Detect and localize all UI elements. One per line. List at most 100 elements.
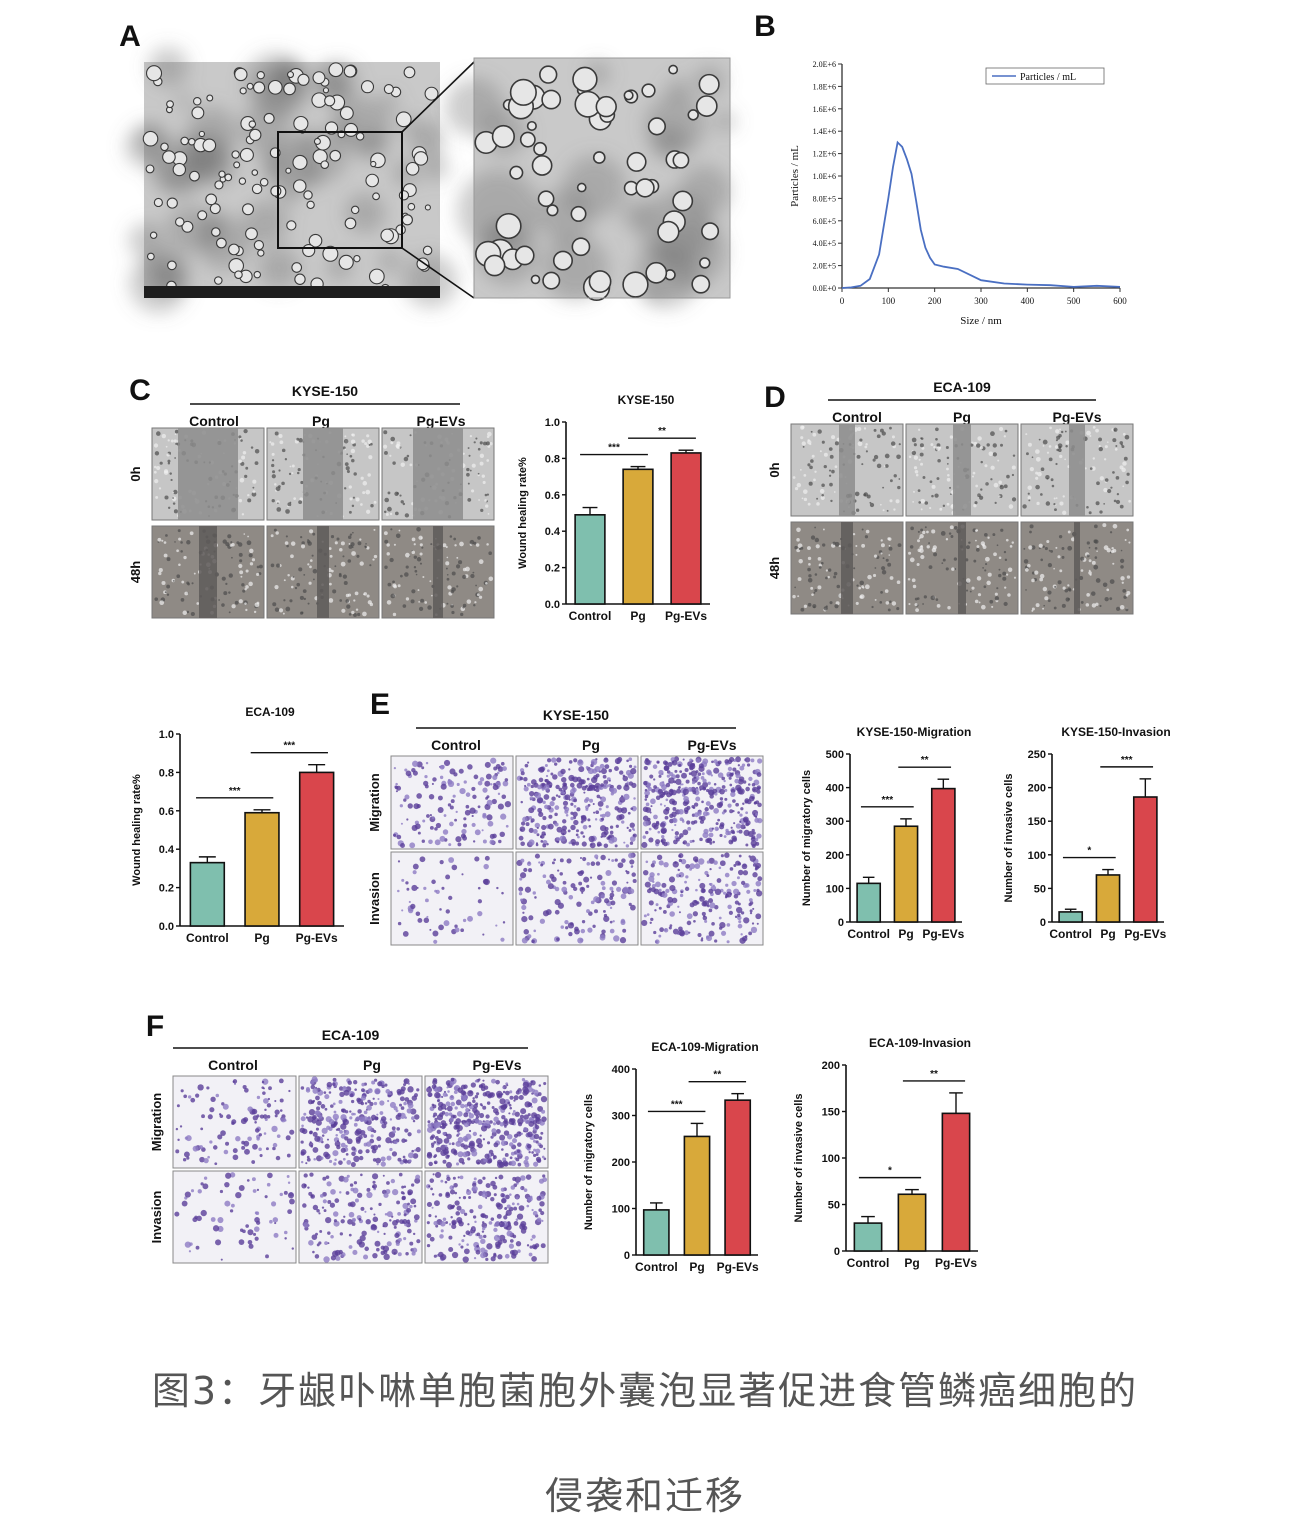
panel-d-grid-cell bbox=[857, 426, 862, 432]
panel-f-grid-stained-cell bbox=[521, 1077, 526, 1082]
panel-f-grid-stained-cell bbox=[263, 1098, 269, 1104]
panel-e-grid-stained-cell bbox=[428, 839, 433, 845]
panel-d-grid-cell bbox=[998, 556, 1002, 560]
panel-c-grid-cell bbox=[247, 498, 252, 503]
panel-e-grid-stained-cell bbox=[708, 908, 713, 913]
panel-e-grid-stained-cell bbox=[529, 796, 534, 800]
panel-c-grid-image-0-2 bbox=[381, 427, 495, 521]
panel-c-grid-cell bbox=[311, 554, 314, 557]
panel-f-grid-stained-cell bbox=[349, 1116, 353, 1120]
panel-d-grid-cell bbox=[882, 509, 885, 512]
panel-c-grid-cell bbox=[239, 559, 243, 563]
panel-d-grid-cell bbox=[1062, 510, 1067, 515]
panel-d-grid-cell bbox=[889, 499, 893, 503]
panel-c-grid-cell bbox=[241, 455, 246, 460]
panel-e-grid-stained-cell bbox=[619, 770, 624, 775]
panel-letter-d: D bbox=[764, 381, 786, 414]
panel-e-grid-stained-cell bbox=[653, 930, 657, 935]
panel-d-grid-cell bbox=[865, 529, 870, 534]
panel-c-grid-cell bbox=[253, 610, 257, 614]
panel-e-grid-stained-cell bbox=[556, 837, 561, 841]
panel-f-grid-image-1-1 bbox=[298, 1170, 423, 1264]
panel-c-grid-cell bbox=[409, 463, 413, 467]
panel-d-grid-cell bbox=[880, 543, 885, 548]
panel-c-grid-cell bbox=[290, 541, 296, 546]
nta-x-tick-label: 200 bbox=[928, 296, 942, 306]
panel-f-grid-stained-cell bbox=[332, 1102, 336, 1106]
panel-c-grid-cell bbox=[345, 599, 350, 603]
panel-f-grid-stained-cell bbox=[324, 1241, 328, 1246]
panel-f-grid-stained-cell bbox=[316, 1118, 320, 1122]
panel-c-grid-cell bbox=[446, 573, 449, 576]
panel-c-grid-cell bbox=[275, 486, 281, 492]
panel-d-grid-cell bbox=[907, 577, 911, 581]
panel-d-grid-cell bbox=[881, 566, 886, 571]
panel-c-grid-cell bbox=[254, 448, 260, 454]
panel-e-grid-stained-cell bbox=[505, 824, 509, 828]
panel-e-grid-stained-cell bbox=[723, 835, 727, 838]
panel-c-grid-cell bbox=[292, 576, 295, 578]
panel-d-grid-cell bbox=[898, 478, 901, 480]
panel-d-grid-cell bbox=[1112, 438, 1117, 443]
tem-overview-vesicle bbox=[343, 64, 357, 78]
panel-e-grid-stained-cell bbox=[521, 821, 526, 826]
chart-e-invasion-y-tick-label: 0 bbox=[1040, 917, 1046, 929]
panel-e-grid-stained-cell bbox=[597, 800, 604, 807]
panel-e-grid-stained-cell bbox=[404, 794, 410, 800]
panel-d-grid-cell bbox=[984, 569, 987, 572]
panel-e-grid-stained-cell bbox=[693, 776, 697, 779]
panel-f-grid-image-0-1 bbox=[298, 1075, 423, 1169]
panel-c-grid-cell bbox=[187, 582, 190, 586]
panel-e-grid-stained-cell bbox=[559, 872, 563, 876]
panel-c-grid-cell bbox=[392, 461, 396, 465]
panel-c-grid-cell bbox=[166, 557, 171, 562]
panel-e-grid-stained-cell bbox=[628, 757, 633, 762]
panel-f-grid-stained-cell bbox=[381, 1084, 385, 1089]
panel-e-grid-stained-cell bbox=[717, 760, 722, 765]
panel-e-grid-stained-cell bbox=[474, 829, 481, 836]
panel-f-grid-stained-cell bbox=[489, 1092, 495, 1098]
panel-d-grid-cell bbox=[1128, 541, 1131, 544]
panel-c-grid-cell bbox=[357, 612, 361, 617]
panel-f-grid-stained-cell bbox=[477, 1204, 483, 1210]
panel-f-grid-stained-cell bbox=[300, 1086, 305, 1090]
panel-d-grid-cell bbox=[1120, 576, 1125, 581]
panel-f-grid-stained-cell bbox=[376, 1113, 379, 1116]
panel-e-grid-stained-cell bbox=[450, 799, 455, 804]
panel-f-grid-stained-cell bbox=[391, 1151, 398, 1157]
panel-c-grid-cell bbox=[330, 569, 334, 573]
panel-f-grid-stained-cell bbox=[360, 1173, 363, 1177]
panel-f-grid-stained-cell bbox=[350, 1187, 355, 1192]
panel-e-grid-stained-cell bbox=[602, 774, 607, 779]
panel-e-grid-stained-cell bbox=[630, 768, 637, 775]
panel-e-grid-stained-cell bbox=[463, 780, 467, 784]
panel-e-grid-stained-cell bbox=[423, 780, 429, 787]
tem-zoom-vesicle bbox=[668, 64, 679, 75]
panel-f-header-group-label: Pg bbox=[363, 1057, 381, 1073]
panel-e-grid-stained-cell bbox=[672, 861, 679, 868]
panel-d-grid-cell bbox=[1119, 604, 1125, 610]
panel-f-grid-stained-cell bbox=[434, 1086, 441, 1093]
tem-overview-vesicle bbox=[181, 220, 194, 233]
panel-f-grid-stained-cell bbox=[439, 1234, 444, 1239]
panel-d-grid-cell bbox=[978, 601, 981, 604]
panel-c-grid-cell bbox=[386, 552, 390, 556]
panel-e-grid-stained-cell bbox=[620, 795, 624, 798]
panel-f-grid-stained-cell bbox=[480, 1213, 485, 1218]
tem-overview-vesicle bbox=[234, 270, 243, 279]
panel-c-grid-cell bbox=[154, 451, 160, 456]
panel-c-grid-cell bbox=[308, 581, 312, 585]
panel-d-grid-cell bbox=[1004, 586, 1007, 589]
chart-e-invasion-y-tick-label: 150 bbox=[1028, 816, 1046, 828]
panel-f-grid-stained-cell bbox=[357, 1109, 362, 1114]
panel-d-grid-cell bbox=[898, 443, 901, 446]
panel-d-grid-cell bbox=[912, 500, 915, 503]
panel-f-grid-stained-cell bbox=[335, 1255, 341, 1261]
panel-e-grid-stained-cell bbox=[439, 908, 442, 911]
panel-f-grid-stained-cell bbox=[541, 1155, 545, 1159]
nta-y-tick-label: 6.0E+5 bbox=[813, 217, 836, 226]
panel-e-grid-stained-cell bbox=[699, 837, 703, 842]
panel-f-grid-stained-cell bbox=[332, 1113, 339, 1120]
panel-f-grid-stained-cell bbox=[436, 1129, 442, 1135]
panel-f-grid-stained-cell bbox=[323, 1256, 330, 1263]
